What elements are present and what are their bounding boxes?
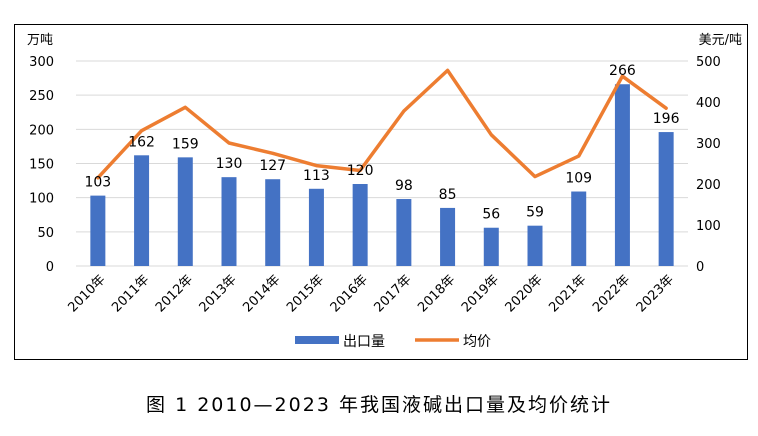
bar (658, 132, 674, 266)
x-tick-label: 2020年 (503, 272, 546, 315)
bar (177, 157, 193, 266)
bar-data-label: 103 (84, 175, 111, 191)
bar-data-label: 59 (526, 205, 544, 221)
x-tick-label: 2013年 (197, 272, 240, 315)
x-tick-label: 2014年 (240, 272, 283, 315)
y-right-tick-label: 200 (696, 178, 721, 193)
y-right-unit-label: 美元/吨 (699, 33, 742, 48)
y-left-tick-label: 250 (29, 89, 54, 104)
y-right-tick-label: 0 (696, 260, 704, 275)
bar (90, 195, 106, 266)
x-tick-label: 2016年 (328, 272, 371, 315)
y-left-tick-label: 300 (29, 55, 54, 70)
bar-data-label: 162 (128, 134, 155, 150)
bar-data-label: 98 (395, 178, 413, 194)
x-tick-label: 2023年 (634, 272, 677, 315)
bar (396, 199, 412, 266)
chart: 0 50 100 150 200 250 300 0 100 200 300 400 500 万吨 美元/吨… (27, 33, 742, 350)
bar (221, 177, 237, 266)
bar (527, 225, 543, 266)
bar-data-label: 85 (439, 187, 457, 203)
x-tick-label: 2015年 (284, 272, 327, 315)
bar (483, 227, 499, 266)
x-tick-label: 2012年 (153, 272, 196, 315)
y-left-tick-label: 100 (29, 192, 54, 207)
y-right-tick-label: 100 (696, 219, 721, 234)
bar-data-label: 159 (172, 136, 199, 152)
bar-data-label: 127 (259, 158, 286, 174)
bar-data-label: 130 (216, 156, 243, 172)
bar-data-label: 56 (482, 207, 500, 223)
x-tick-label: 2018年 (415, 272, 458, 315)
x-tick-label: 2011年 (109, 272, 152, 315)
x-tick-label: 2017年 (371, 272, 414, 315)
x-tick-label: 2021年 (546, 272, 589, 315)
y-left-tick-label: 0 (46, 260, 54, 275)
x-tick-label: 2010年 (65, 272, 108, 315)
x-tick-label: 2022年 (590, 272, 633, 315)
bar-data-label: 196 (653, 111, 680, 127)
bar-data-label: 113 (303, 168, 330, 184)
bar (440, 207, 456, 266)
bar (134, 155, 150, 266)
figure-caption: 图 1 2010—2023 年我国液碱出口量及均价统计 (146, 394, 612, 416)
legend-line-label: 均价 (463, 334, 491, 350)
legend-bar-label: 出口量 (343, 334, 385, 350)
bar (265, 179, 281, 266)
y-right-tick-label: 500 (696, 55, 721, 70)
bar (614, 84, 630, 266)
bar-data-label: 120 (347, 163, 374, 179)
x-tick-label: 2019年 (459, 272, 502, 315)
bar (571, 191, 587, 266)
bar (308, 188, 324, 266)
y-left-unit-label: 万吨 (27, 33, 53, 48)
bar-data-label: 266 (609, 63, 636, 79)
y-right-tick-label: 400 (696, 96, 721, 111)
chart-frame: 0 50 100 150 200 250 300 0 100 200 300 400 500 万吨 美元/吨… (14, 24, 748, 360)
price-line (96, 68, 668, 180)
bar (352, 184, 368, 266)
y-left-tick-label: 50 (37, 226, 54, 241)
y-left-tick-label: 200 (29, 123, 54, 138)
bar-data-label: 109 (565, 171, 592, 187)
legend-bar-swatch (295, 336, 339, 344)
y-right-tick-label: 300 (696, 137, 721, 152)
y-left-tick-label: 150 (29, 158, 54, 173)
